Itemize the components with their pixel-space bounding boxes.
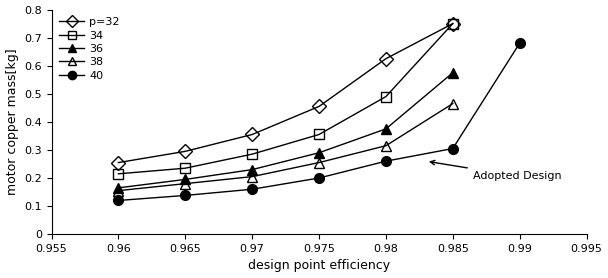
Legend: p=32, 34, 36, 38, 40: p=32, 34, 36, 38, 40 [57,15,122,83]
X-axis label: design point efficiency: design point efficiency [248,259,390,272]
Y-axis label: motor copper mass[kg]: motor copper mass[kg] [5,49,19,195]
Text: Adopted Design: Adopted Design [430,160,561,181]
